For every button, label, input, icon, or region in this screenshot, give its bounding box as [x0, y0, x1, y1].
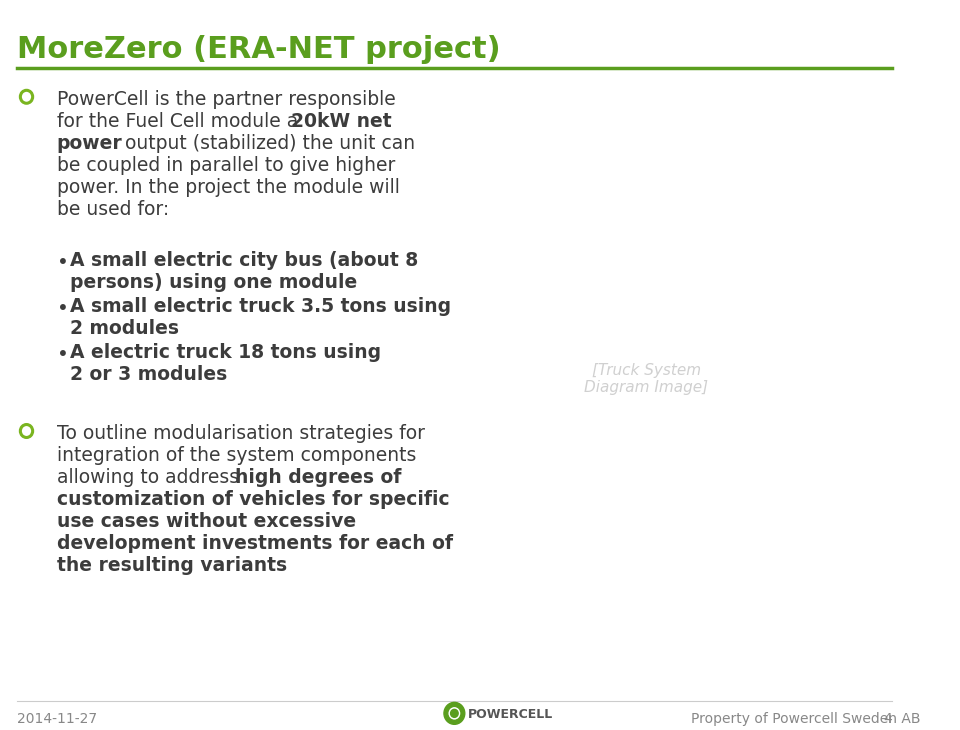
- Text: integration of the system components: integration of the system components: [57, 446, 417, 465]
- Text: use cases without excessive: use cases without excessive: [57, 512, 356, 531]
- Text: A small electric city bus (about 8: A small electric city bus (about 8: [70, 251, 419, 270]
- Text: •: •: [57, 253, 69, 272]
- Text: •: •: [57, 345, 69, 364]
- Text: [Truck System
Diagram Image]: [Truck System Diagram Image]: [584, 363, 708, 396]
- Text: 2 or 3 modules: 2 or 3 modules: [70, 365, 228, 384]
- Circle shape: [450, 710, 458, 718]
- Text: 20kW net: 20kW net: [291, 112, 392, 131]
- Text: MoreZero (ERA-NET project): MoreZero (ERA-NET project): [17, 35, 501, 64]
- Text: A small electric truck 3.5 tons using: A small electric truck 3.5 tons using: [70, 297, 451, 316]
- Text: To outline modularisation strategies for: To outline modularisation strategies for: [57, 424, 424, 443]
- Text: •: •: [57, 299, 69, 318]
- Text: for the Fuel Cell module a: for the Fuel Cell module a: [57, 112, 304, 131]
- Text: customization of vehicles for specific: customization of vehicles for specific: [57, 490, 449, 509]
- Text: power: power: [57, 134, 123, 153]
- Text: high degrees of: high degrees of: [235, 468, 401, 487]
- Text: PowerCell is the partner responsible: PowerCell is the partner responsible: [57, 90, 396, 109]
- Text: output (stabilized) the unit can: output (stabilized) the unit can: [119, 134, 415, 153]
- Circle shape: [444, 702, 465, 724]
- Text: 2 modules: 2 modules: [70, 319, 180, 338]
- Text: development investments for each of: development investments for each of: [57, 534, 453, 553]
- Text: 4: 4: [883, 712, 892, 726]
- Text: be used for:: be used for:: [57, 199, 169, 218]
- Text: POWERCELL: POWERCELL: [468, 708, 553, 721]
- Text: power. In the project the module will: power. In the project the module will: [57, 177, 399, 196]
- Text: A electric truck 18 tons using: A electric truck 18 tons using: [70, 343, 381, 362]
- Text: Property of Powercell Sweden AB: Property of Powercell Sweden AB: [691, 712, 921, 726]
- Circle shape: [447, 707, 461, 721]
- Text: persons) using one module: persons) using one module: [70, 273, 357, 293]
- Bar: [393, 75, 900, 683]
- Text: 2014-11-27: 2014-11-27: [17, 712, 97, 726]
- Text: the resulting variants: the resulting variants: [57, 556, 287, 575]
- Text: allowing to address: allowing to address: [57, 468, 245, 487]
- Text: be coupled in parallel to give higher: be coupled in parallel to give higher: [57, 155, 396, 174]
